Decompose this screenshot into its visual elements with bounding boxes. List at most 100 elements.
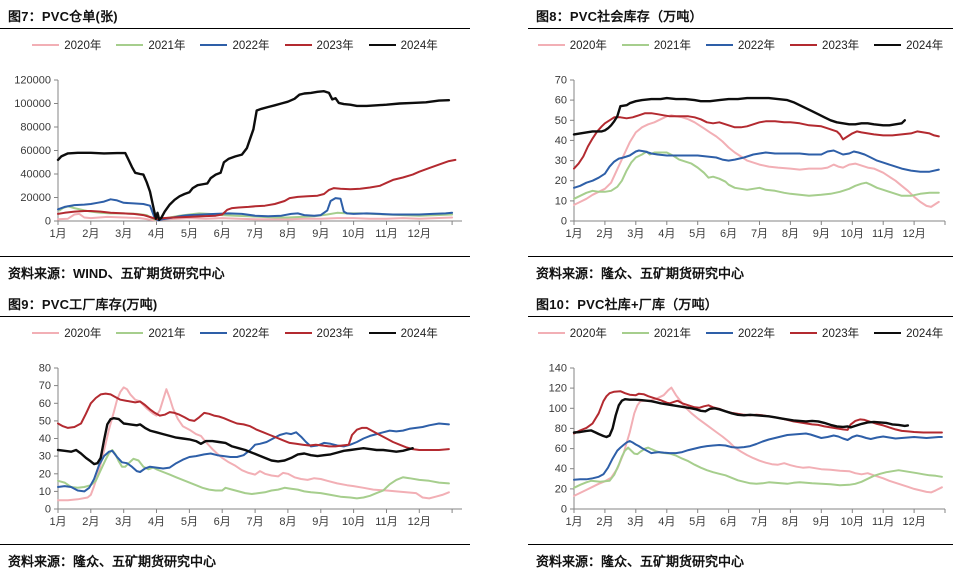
svg-text:60: 60 bbox=[39, 398, 51, 410]
svg-text:80: 80 bbox=[555, 423, 567, 435]
legend-swatch bbox=[284, 44, 312, 46]
source-note: 资料来源：隆众、五矿期货研究中心 bbox=[8, 554, 217, 569]
svg-text:60: 60 bbox=[555, 443, 567, 455]
figure-panel-8: 图8：PVC社会库存（万吨） 2020年 2021年 2022年 2023年 2024年… bbox=[528, 4, 953, 287]
legend-item-2023: 2023年 bbox=[284, 37, 354, 53]
legend-item-2023: 2023年 bbox=[790, 325, 859, 341]
divider bbox=[528, 544, 953, 545]
legend-swatch bbox=[790, 332, 818, 334]
svg-text:1月: 1月 bbox=[49, 516, 66, 528]
divider bbox=[0, 28, 470, 29]
svg-text:6月: 6月 bbox=[214, 516, 231, 528]
svg-text:12月: 12月 bbox=[408, 516, 431, 528]
legend-swatch bbox=[116, 44, 144, 46]
svg-text:4月: 4月 bbox=[658, 516, 675, 528]
svg-text:1月: 1月 bbox=[49, 228, 66, 240]
legend-item-2021: 2021年 bbox=[116, 325, 185, 341]
legend-swatch bbox=[116, 332, 144, 334]
legend-label: 2022年 bbox=[737, 40, 776, 52]
svg-text:2月: 2月 bbox=[82, 228, 99, 240]
svg-text:11月: 11月 bbox=[375, 228, 397, 240]
svg-text:80: 80 bbox=[39, 363, 51, 375]
svg-text:6月: 6月 bbox=[720, 228, 737, 240]
svg-text:7月: 7月 bbox=[247, 516, 264, 528]
legend-label: 2024年 bbox=[906, 328, 944, 340]
legend-label: 2022年 bbox=[737, 328, 776, 340]
legend-swatch bbox=[790, 44, 818, 46]
svg-text:1月: 1月 bbox=[565, 516, 582, 528]
svg-text:12月: 12月 bbox=[408, 228, 431, 240]
svg-text:70: 70 bbox=[555, 75, 567, 87]
svg-text:120000: 120000 bbox=[14, 75, 51, 87]
svg-text:3月: 3月 bbox=[627, 516, 644, 528]
svg-text:50: 50 bbox=[39, 415, 51, 427]
line-chart-pvc-social-inventory: 0 10 20 30 40 50 60 70 1月 2月 3月 4月 5月 6月 7月 8月 9月 10月 11月 1… bbox=[555, 75, 946, 240]
svg-text:5月: 5月 bbox=[181, 516, 198, 528]
svg-text:12月: 12月 bbox=[902, 228, 925, 240]
legend-item-2021: 2021年 bbox=[116, 37, 185, 53]
divider bbox=[528, 256, 953, 257]
legend-item-2021: 2021年 bbox=[621, 37, 691, 53]
legend-swatch bbox=[705, 332, 733, 334]
legend-label: 2023年 bbox=[822, 328, 860, 340]
svg-text:20: 20 bbox=[39, 468, 51, 480]
legend-label: 2022年 bbox=[232, 328, 270, 340]
svg-text:140: 140 bbox=[549, 363, 567, 375]
legend-item-2020: 2020年 bbox=[32, 325, 101, 341]
divider bbox=[0, 544, 470, 545]
svg-text:40: 40 bbox=[39, 433, 51, 445]
svg-text:11月: 11月 bbox=[872, 228, 894, 240]
legend-item-2024: 2024年 bbox=[368, 325, 438, 341]
svg-text:8月: 8月 bbox=[279, 516, 296, 528]
svg-text:5月: 5月 bbox=[689, 516, 706, 528]
figure-title: 图9：PVC工厂库存(万吨) bbox=[8, 297, 158, 312]
svg-text:3月: 3月 bbox=[115, 228, 132, 240]
legend-swatch bbox=[32, 44, 60, 46]
svg-text:0: 0 bbox=[45, 504, 51, 516]
svg-text:40000: 40000 bbox=[20, 169, 51, 181]
svg-text:6月: 6月 bbox=[214, 228, 231, 240]
svg-text:50: 50 bbox=[555, 115, 567, 127]
legend-swatch bbox=[537, 44, 565, 46]
svg-text:100: 100 bbox=[549, 403, 567, 415]
legend-swatch bbox=[368, 332, 396, 334]
svg-text:9月: 9月 bbox=[312, 516, 329, 528]
svg-text:9月: 9月 bbox=[813, 516, 830, 528]
legend-label: 2024年 bbox=[400, 328, 438, 340]
legend-label: 2020年 bbox=[64, 328, 102, 340]
legend-swatch bbox=[705, 44, 733, 46]
svg-text:9月: 9月 bbox=[312, 228, 329, 240]
legend: 2020年 2021年 2022年 2023年 2024年 bbox=[0, 325, 470, 341]
svg-text:5月: 5月 bbox=[689, 228, 706, 240]
svg-text:30: 30 bbox=[555, 155, 567, 167]
svg-text:3月: 3月 bbox=[627, 228, 644, 240]
legend-item-2024: 2024年 bbox=[874, 325, 943, 341]
svg-text:80000: 80000 bbox=[20, 122, 51, 134]
legend-item-2023: 2023年 bbox=[284, 325, 354, 341]
svg-text:10月: 10月 bbox=[342, 516, 365, 528]
legend-swatch bbox=[284, 332, 312, 334]
svg-text:20: 20 bbox=[555, 175, 567, 187]
legend-swatch bbox=[621, 332, 649, 334]
svg-text:5月: 5月 bbox=[181, 228, 198, 240]
legend-label: 2020年 bbox=[64, 40, 102, 52]
legend-item-2024: 2024年 bbox=[368, 37, 438, 53]
legend-swatch bbox=[368, 44, 396, 46]
legend-item-2022: 2022年 bbox=[200, 37, 270, 53]
legend-label: 2021年 bbox=[653, 328, 691, 340]
legend-label: 2023年 bbox=[316, 40, 354, 52]
legend-item-2020: 2020年 bbox=[32, 37, 101, 53]
legend-label: 2021年 bbox=[148, 40, 186, 52]
legend-label: 2021年 bbox=[148, 328, 186, 340]
legend-label: 2020年 bbox=[569, 40, 607, 52]
svg-text:20: 20 bbox=[555, 483, 567, 495]
figure-panel-10: 图10：PVC社库+厂库（万吨） 2020年 2021年 2022年 2023年 202… bbox=[528, 292, 953, 575]
figure-panel-9: 图9：PVC工厂库存(万吨) 2020年 2021年 2022年 2023年 2024年… bbox=[0, 292, 470, 575]
legend-item-2022: 2022年 bbox=[200, 325, 270, 341]
svg-text:7月: 7月 bbox=[751, 516, 768, 528]
legend-swatch bbox=[874, 332, 902, 334]
svg-text:60000: 60000 bbox=[20, 145, 51, 157]
svg-text:9月: 9月 bbox=[813, 228, 830, 240]
legend-label: 2020年 bbox=[569, 328, 607, 340]
figure-title: 图8：PVC社会库存（万吨） bbox=[536, 9, 703, 24]
